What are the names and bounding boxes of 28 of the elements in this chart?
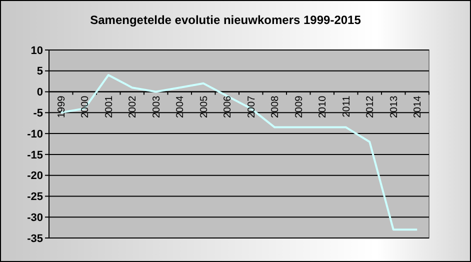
x-tick-label: 2001 [104, 95, 115, 118]
y-tick-label: -20 [27, 170, 43, 182]
y-tick-label: -15 [27, 149, 43, 162]
line-series [60, 74, 418, 231]
x-tick-label: 1999 [56, 95, 68, 118]
y-tick-label: 0 [36, 86, 43, 99]
x-tick-label: 2000 [80, 95, 92, 118]
x-tick-label: 2008 [270, 95, 282, 118]
chart-title: Samengetelde evolutie nieuwkomers 1999-2015 [90, 13, 362, 27]
x-tick-label: 2005 [198, 95, 210, 118]
x-tick-label: 2003 [151, 95, 162, 118]
y-tick-label: -25 [27, 191, 43, 204]
x-tick-label: 2010 [318, 95, 329, 118]
x-tick-label: 2006 [222, 95, 234, 118]
x-tick-label: 2013 [388, 95, 400, 118]
y-tick-label: -35 [27, 232, 43, 245]
x-tick-label: 2012 [365, 95, 376, 118]
y-tick-label: 10 [30, 44, 43, 57]
x-tick-label: 2011 [341, 95, 352, 118]
y-tick-label: 5 [36, 66, 43, 78]
y-tick-label: -5 [33, 108, 43, 120]
x-tick-label: 2007 [246, 95, 258, 118]
y-tick-label: -10 [27, 128, 43, 140]
x-tick-label: 2009 [294, 95, 305, 118]
x-tick-label: 2002 [128, 95, 139, 118]
y-tick-label: -30 [27, 212, 43, 224]
x-tick-label: 2004 [175, 95, 186, 118]
x-tick-label: 2014 [412, 95, 424, 118]
